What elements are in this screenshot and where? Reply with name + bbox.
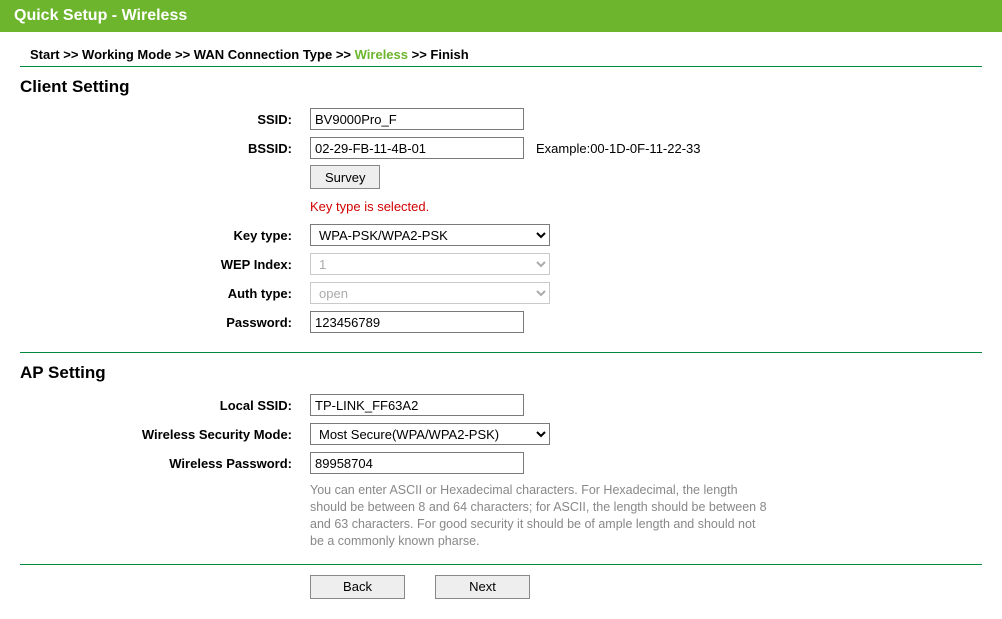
- divider: [20, 66, 982, 67]
- wep-index-label: WEP Index:: [20, 257, 310, 272]
- auth-type-select: open: [310, 282, 550, 304]
- password-help-text: You can enter ASCII or Hexadecimal chara…: [310, 482, 770, 550]
- ap-password-label: Wireless Password:: [20, 456, 310, 471]
- password-label: Password:: [20, 315, 310, 330]
- next-button[interactable]: Next: [435, 575, 530, 599]
- client-section-title: Client Setting: [20, 77, 982, 97]
- back-button[interactable]: Back: [310, 575, 405, 599]
- page-title: Quick Setup - Wireless: [14, 7, 187, 24]
- auth-type-label: Auth type:: [20, 286, 310, 301]
- local-ssid-input[interactable]: [310, 394, 524, 416]
- content-area: Start >> Working Mode >> WAN Connection …: [0, 32, 1002, 619]
- key-type-status: Key type is selected.: [310, 199, 429, 214]
- ssid-label: SSID:: [20, 112, 310, 127]
- breadcrumb-separator: >>: [336, 47, 355, 62]
- breadcrumb-separator: >>: [63, 47, 82, 62]
- survey-button[interactable]: Survey: [310, 165, 380, 189]
- bssid-input[interactable]: [310, 137, 524, 159]
- ap-section-title: AP Setting: [20, 363, 982, 383]
- breadcrumb-separator: >>: [175, 47, 194, 62]
- security-mode-select[interactable]: Most Secure(WPA/WPA2-PSK): [310, 423, 550, 445]
- breadcrumb-item-working-mode[interactable]: Working Mode: [82, 47, 171, 62]
- breadcrumb: Start >> Working Mode >> WAN Connection …: [30, 47, 982, 62]
- breadcrumb-item-start[interactable]: Start: [30, 47, 60, 62]
- key-type-select[interactable]: WPA-PSK/WPA2-PSK: [310, 224, 550, 246]
- breadcrumb-item-wan[interactable]: WAN Connection Type: [194, 47, 332, 62]
- ssid-input[interactable]: [310, 108, 524, 130]
- key-type-label: Key type:: [20, 228, 310, 243]
- bssid-example: Example:00-1D-0F-11-22-33: [536, 141, 701, 156]
- ap-password-input[interactable]: [310, 452, 524, 474]
- local-ssid-label: Local SSID:: [20, 398, 310, 413]
- nav-buttons: Back Next: [310, 575, 982, 599]
- page-header: Quick Setup - Wireless: [0, 0, 1002, 32]
- divider: [20, 352, 982, 353]
- wep-index-select: 1: [310, 253, 550, 275]
- security-mode-label: Wireless Security Mode:: [20, 427, 310, 442]
- breadcrumb-item-finish[interactable]: Finish: [430, 47, 468, 62]
- breadcrumb-item-wireless: Wireless: [355, 47, 408, 62]
- breadcrumb-separator: >>: [412, 47, 431, 62]
- divider: [20, 564, 982, 565]
- bssid-label: BSSID:: [20, 141, 310, 156]
- client-password-input[interactable]: [310, 311, 524, 333]
